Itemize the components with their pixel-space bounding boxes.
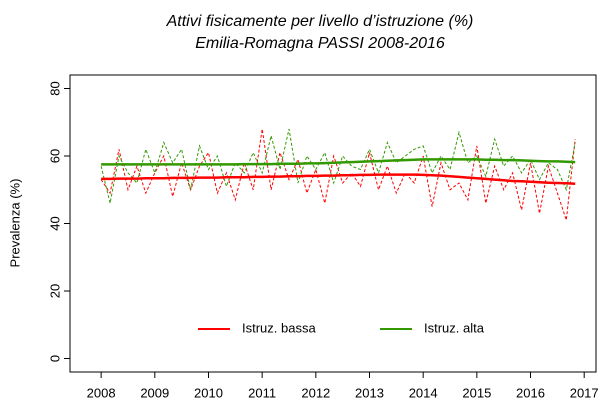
trend-line (101, 173, 576, 185)
x-tick-label: 2012 (301, 385, 330, 400)
plot-frame (69, 74, 597, 373)
y-tick-label: 40 (47, 216, 62, 230)
x-tick-label: 2008 (87, 385, 116, 400)
trend-line (101, 158, 576, 166)
x-tick-label: 2014 (409, 385, 438, 400)
series-line (100, 128, 576, 204)
legend-label: Istruz. bassa (242, 320, 316, 335)
x-tick-label: 2013 (355, 385, 384, 400)
x-tick-label: 2016 (516, 385, 545, 400)
chart-title: Attivi fisicamente per livello d’istruzi… (166, 13, 474, 30)
chart-subtitle: Emilia-Romagna PASSI 2008-2016 (195, 35, 445, 52)
y-tick-label: 60 (47, 149, 62, 163)
y-tick-label: 80 (47, 81, 62, 95)
x-tick-label: 2009 (140, 385, 169, 400)
legend-label: Istruz. alta (424, 320, 485, 335)
x-tick-label: 2010 (194, 385, 223, 400)
x-tick-label: 2017 (570, 385, 599, 400)
x-tick-label: 2011 (248, 385, 276, 400)
y-tick-label: 0 (47, 355, 62, 362)
y-axis-label: Prevalenza (%) (7, 179, 22, 268)
y-tick-label: 20 (47, 284, 62, 298)
x-tick-label: 2015 (462, 385, 491, 400)
